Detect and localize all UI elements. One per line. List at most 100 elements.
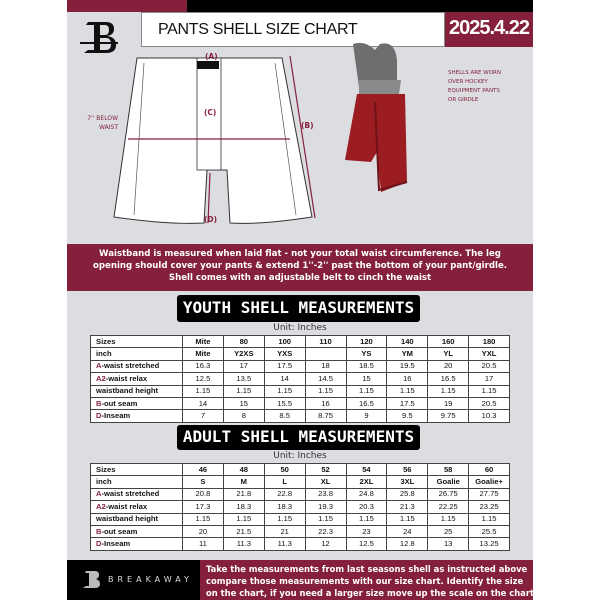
row-label-prefix: A2 bbox=[96, 373, 106, 383]
table-cell: 1.15 bbox=[386, 512, 429, 526]
date-badge: 2025.4.22 bbox=[445, 12, 533, 47]
label-c: (C) bbox=[204, 108, 217, 117]
table-cell: 24.8 bbox=[345, 487, 388, 502]
table-cell: 1.15 bbox=[222, 384, 265, 398]
row-label: waistband height bbox=[90, 384, 183, 398]
row-label-prefix: B bbox=[96, 526, 102, 536]
adult-heading: ADULT SHELL MEASUREMENTS bbox=[177, 425, 420, 450]
table-cell: 18.5 bbox=[345, 359, 388, 374]
table-row: waistband height 1.15 1.15 1.15 1.15 1.15 1.15… bbox=[90, 512, 510, 526]
note-line: EQUIPMENT PANTS bbox=[448, 88, 500, 94]
table-cell: 9.5 bbox=[386, 409, 429, 423]
info-line: Shell comes with an adjustable belt to c… bbox=[168, 273, 432, 283]
table-cell: 3XL bbox=[386, 475, 429, 489]
row-label: B-out seam bbox=[90, 524, 183, 539]
table-row: B-out seam 20 21.5 21 22.3 23 24 25 25.5 bbox=[90, 524, 510, 539]
table-cell: 1.15 bbox=[427, 512, 470, 526]
table-cell: 12.8 bbox=[386, 537, 429, 551]
table-cell: 18.3 bbox=[263, 500, 306, 514]
table-row: B-out seam 14 15 15.5 16 16.5 17.5 19 20.5 bbox=[90, 396, 510, 411]
table-cell: 8.5 bbox=[263, 409, 306, 423]
table-cell: XL bbox=[304, 475, 347, 489]
table-cell: 1.15 bbox=[468, 512, 510, 526]
table-cell: 19 bbox=[427, 396, 470, 411]
table-cell: 100 bbox=[263, 334, 306, 349]
table-row: D-Inseam 7 8 8.5 8.75 9 9.5 9.75 10.3 bbox=[90, 409, 510, 423]
table-cell: 25.8 bbox=[386, 487, 429, 502]
table-cell: 21.3 bbox=[386, 500, 429, 514]
note-line: WAIST bbox=[99, 124, 118, 131]
table-cell: 16.3 bbox=[182, 359, 224, 374]
youth-heading: YOUTH SHELL MEASUREMENTS bbox=[177, 295, 420, 322]
table-cell: Mite bbox=[182, 334, 224, 349]
table-cell: 1.15 bbox=[386, 384, 429, 398]
table-cell: 12.5 bbox=[182, 372, 224, 386]
row-label-text: waistband height bbox=[96, 514, 159, 524]
row-label: inch bbox=[90, 347, 183, 361]
footer-instructions: Take the measurements from last seasons … bbox=[200, 560, 534, 600]
page-title: PANTS SHELL SIZE CHART bbox=[141, 12, 445, 47]
table-row: A-waist stretched 16.3 17 17.5 18 18.5 19.5 20 2… bbox=[90, 359, 510, 374]
table-cell: 1.15 bbox=[263, 512, 306, 526]
table-cell: 24 bbox=[386, 524, 429, 539]
row-label-text: -waist relax bbox=[105, 501, 148, 511]
table-cell: 2XL bbox=[345, 475, 388, 489]
youth-table: Sizes Mite 80 100 110 120 140 160 180 inch Mite Y2X… bbox=[90, 334, 510, 423]
table-cell: 20 bbox=[182, 524, 224, 539]
row-label: A2-waist relax bbox=[90, 500, 183, 514]
table-cell: 9 bbox=[345, 409, 388, 423]
table-cell: YXS bbox=[263, 347, 306, 361]
table-row: A-waist stretched 20.8 21.8 22.8 23.8 24.8 25.… bbox=[90, 487, 510, 502]
table-cell: 13.25 bbox=[468, 537, 510, 551]
table-cell: 1.15 bbox=[304, 512, 347, 526]
row-label-prefix: D bbox=[96, 411, 102, 421]
table-cell: 1.15 bbox=[263, 384, 306, 398]
table-cell: 9.75 bbox=[427, 409, 470, 423]
label-d: (D) bbox=[204, 215, 218, 224]
table-cell: 13 bbox=[427, 537, 470, 551]
table-cell: 20.5 bbox=[468, 396, 510, 411]
table-cell: 15 bbox=[222, 396, 265, 411]
table-cell: 120 bbox=[345, 334, 388, 349]
row-label-prefix: A2 bbox=[96, 501, 106, 511]
table-cell: 16.5 bbox=[345, 396, 388, 411]
table-cell: 19.3 bbox=[304, 500, 347, 514]
row-label: Sizes bbox=[90, 462, 183, 477]
note-line: 7'' BELOW bbox=[87, 115, 118, 122]
photo-note: SHELLS ARE WORN OVER HOCKEY EQUIPMENT PANT… bbox=[448, 69, 501, 105]
table-cell: S bbox=[182, 475, 224, 489]
table-cell: 12 bbox=[304, 537, 347, 551]
row-label-prefix: A bbox=[96, 489, 102, 499]
row-label-text: -Inseam bbox=[101, 539, 131, 549]
table-cell: 17.5 bbox=[263, 359, 306, 374]
table-cell: 1.15 bbox=[345, 384, 388, 398]
table-row: waistband height 1.15 1.15 1.15 1.15 1.15 1.15… bbox=[90, 384, 510, 398]
row-label-prefix: D bbox=[96, 539, 102, 549]
table-cell: Goalie bbox=[427, 475, 470, 489]
table-cell: YL bbox=[427, 347, 470, 361]
row-label: A-waist stretched bbox=[90, 487, 183, 502]
table-cell: 10.3 bbox=[468, 409, 510, 423]
pants-diagram bbox=[113, 55, 316, 224]
table-row: Sizes 46 48 50 52 54 56 58 60 bbox=[90, 462, 510, 477]
table-cell: 20.5 bbox=[468, 359, 510, 374]
row-label: D-Inseam bbox=[90, 537, 183, 551]
row-label: A-waist stretched bbox=[90, 359, 183, 374]
row-label-text: -out seam bbox=[101, 526, 138, 536]
table-cell: 14 bbox=[263, 372, 306, 386]
row-label: waistband height bbox=[90, 512, 183, 526]
table-cell: 8 bbox=[222, 409, 265, 423]
table-cell bbox=[304, 347, 347, 361]
row-label-text: -Inseam bbox=[101, 411, 131, 421]
table-cell: 21.5 bbox=[222, 524, 265, 539]
table-cell: 22.25 bbox=[427, 500, 470, 514]
label-a: (A) bbox=[205, 52, 218, 61]
breakaway-logo-icon bbox=[80, 22, 118, 53]
table-cell: 1.15 bbox=[304, 384, 347, 398]
table-cell: 1.15 bbox=[182, 512, 224, 526]
table-cell: 16 bbox=[386, 372, 429, 386]
row-label-prefix: A bbox=[96, 361, 102, 371]
table-cell: 17.3 bbox=[182, 500, 224, 514]
note-line: OR GIRDLE bbox=[448, 97, 479, 103]
table-cell: 8.75 bbox=[304, 409, 347, 423]
